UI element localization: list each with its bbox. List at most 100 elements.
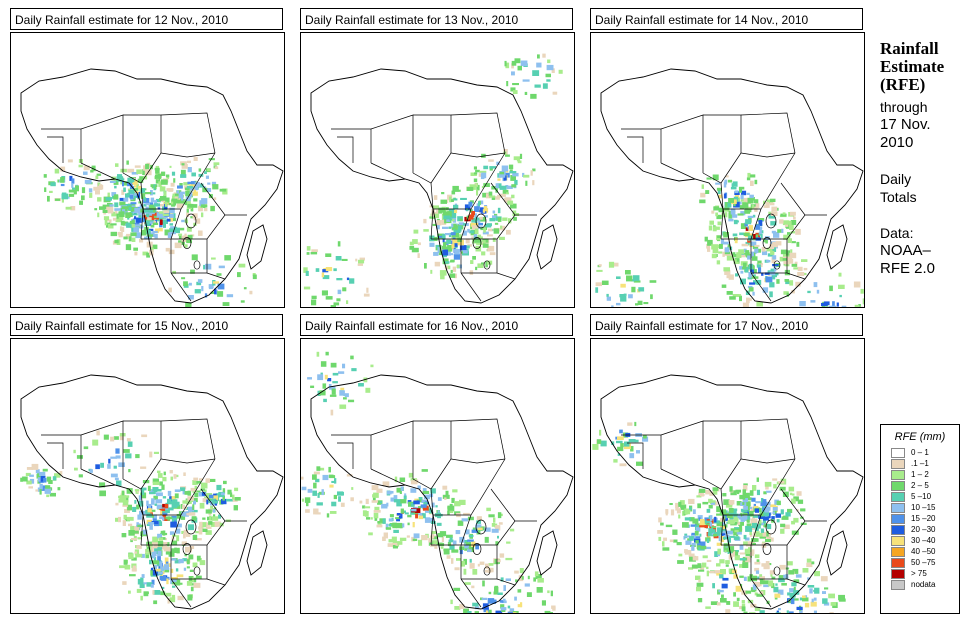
rain-cell (131, 557, 137, 561)
rain-cell (785, 280, 790, 285)
rain-cell (627, 422, 633, 426)
rain-cell (742, 501, 745, 505)
rain-cell (44, 488, 51, 494)
rain-cell (79, 200, 83, 205)
rain-cell (185, 196, 191, 202)
rain-cell (306, 252, 310, 255)
rain-cell (477, 563, 480, 567)
rain-cell (801, 259, 808, 262)
rain-cell (765, 276, 773, 283)
rain-cell (821, 302, 828, 307)
rain-cell (149, 489, 155, 495)
rain-cell (706, 559, 712, 562)
rain-cell (142, 582, 147, 585)
rain-cell (786, 225, 792, 229)
rain-cell (532, 168, 536, 172)
rain-cell (41, 475, 46, 478)
rain-cell (638, 287, 645, 292)
panel-title: Daily Rainfall estimate for 16 Nov., 201… (300, 314, 573, 336)
rain-cell (83, 446, 89, 450)
rain-cell (421, 535, 428, 541)
rain-cell (491, 528, 499, 533)
rain-cell (720, 569, 726, 575)
rain-cell (110, 436, 115, 442)
rain-cell (549, 612, 553, 613)
rain-cell (793, 496, 799, 502)
rain-cell (359, 500, 363, 504)
rain-cell (665, 524, 673, 528)
rain-cell (738, 186, 745, 190)
rain-cell (126, 222, 133, 228)
rain-cell (777, 229, 782, 233)
rain-cell (330, 409, 334, 416)
legend-swatch (891, 469, 905, 480)
rain-cell (175, 227, 180, 234)
rain-cell (769, 243, 775, 249)
rain-cell (322, 275, 330, 280)
rain-cell (374, 506, 380, 512)
rain-cell (662, 541, 665, 547)
rain-cell (492, 210, 496, 214)
rain-cell (514, 58, 521, 64)
rain-cell (166, 578, 169, 585)
rain-cell (713, 206, 720, 211)
rain-cell (546, 79, 551, 82)
rain-cell (761, 247, 766, 252)
rain-cell (431, 531, 437, 534)
rain-cell (743, 232, 750, 237)
rain-cell (128, 530, 135, 536)
rain-cell (717, 235, 721, 238)
rain-cell (748, 287, 754, 292)
rain-cell (164, 567, 170, 573)
rain-cell (472, 225, 479, 230)
rain-cell (508, 164, 514, 170)
rain-cell (202, 528, 208, 532)
rain-cell (141, 553, 145, 558)
country-border (660, 468, 696, 486)
country-border (786, 578, 806, 586)
rain-cell (192, 213, 198, 219)
legend-label: 30 –40 (911, 536, 936, 545)
rain-cell (771, 230, 776, 234)
rain-cell (721, 583, 728, 589)
rain-cell (755, 203, 760, 209)
rain-cell (787, 238, 792, 243)
rain-cell (706, 508, 711, 513)
rain-cell (151, 521, 159, 524)
rain-cell (81, 195, 85, 201)
rain-cell (486, 507, 491, 512)
country-border (786, 272, 806, 280)
rain-cell (185, 507, 189, 510)
rain-cell (783, 291, 789, 295)
rain-cell (432, 205, 439, 209)
rain-cell (829, 612, 834, 613)
rain-cell (162, 530, 166, 536)
rain-cell (145, 163, 150, 170)
rain-cell (393, 499, 401, 503)
rain-cell (185, 546, 192, 553)
rain-cell (718, 536, 722, 542)
rain-cell (765, 236, 770, 240)
rain-cell (511, 184, 517, 188)
rain-cell (482, 603, 489, 607)
coastline (20, 374, 284, 610)
rain-cell (533, 577, 536, 582)
rain-cell (517, 589, 522, 593)
rain-cell (139, 204, 143, 210)
rain-cell (166, 576, 170, 580)
rain-cell (122, 181, 124, 187)
rain-cell (156, 212, 164, 218)
coastline (600, 374, 864, 610)
rain-cell (154, 488, 158, 493)
rain-cell (155, 568, 161, 572)
rain-cell (167, 498, 172, 505)
country-border (160, 418, 216, 460)
rain-cell (663, 537, 667, 541)
rain-cell (793, 216, 796, 220)
rain-cell (635, 303, 639, 306)
rain-cell (404, 512, 409, 515)
rain-cell (115, 210, 118, 214)
rain-cell (165, 247, 170, 252)
rain-cell (547, 59, 551, 64)
rain-cell (625, 270, 631, 275)
